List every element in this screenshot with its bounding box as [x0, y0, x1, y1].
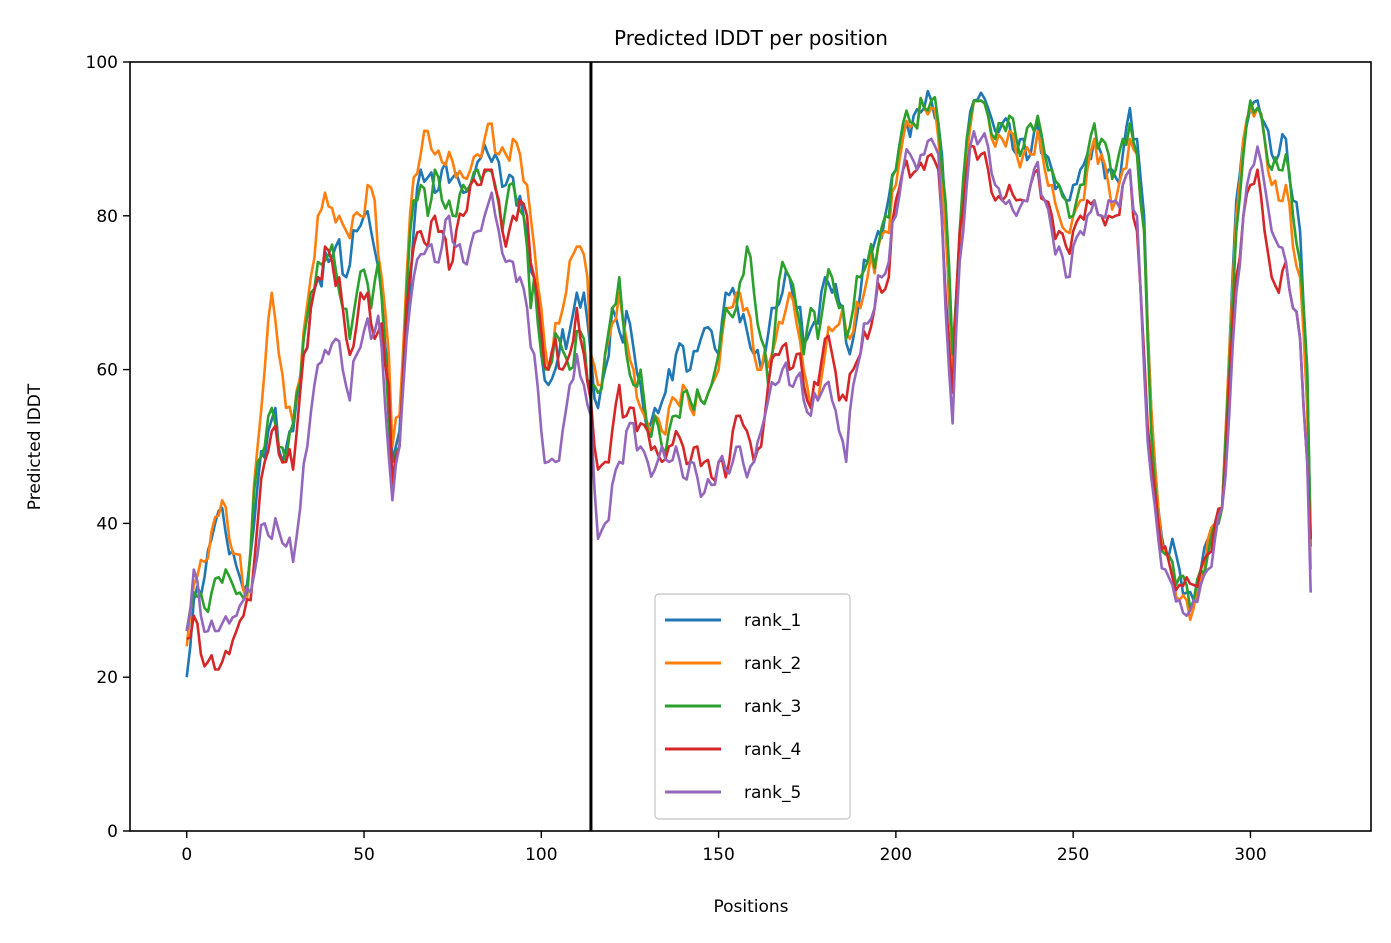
y-tick-label: 60: [96, 361, 118, 381]
x-axis-label: Positions: [713, 897, 788, 917]
y-tick-label: 80: [96, 207, 118, 227]
legend-label-rank-4: rank_4: [744, 740, 801, 760]
y-axis-label: Predicted lDDT: [25, 383, 45, 510]
series-layer: [185, 89, 1312, 678]
series-line-rank-2: [185, 96, 1312, 647]
y-tick-label: 0: [107, 822, 118, 842]
legend: rank_1 rank_2 rank_3 rank_4 rank_5: [654, 593, 851, 820]
x-tick-label: 250: [1057, 845, 1089, 865]
series-line-rank-1: [185, 89, 1312, 678]
series-line-rank-3: [185, 95, 1312, 632]
legend-box: [654, 593, 851, 820]
x-tick-label: 150: [702, 845, 734, 865]
axes-layer: 0 50 100 150 200 250 300 0 20 40 60 80 100: [86, 53, 1372, 865]
x-tick-label: 300: [1234, 845, 1266, 865]
x-tick-label: 100: [525, 845, 557, 865]
legend-label-rank-3: rank_3: [744, 697, 801, 717]
legend-label-rank-1: rank_1: [744, 611, 801, 631]
x-tick-label: 50: [353, 845, 375, 865]
plot-frame: [129, 61, 1372, 832]
x-tick-label: 200: [880, 845, 912, 865]
chart-title: Predicted lDDT per position: [614, 26, 888, 50]
series-line-rank-5: [185, 129, 1312, 634]
y-tick-label: 20: [96, 668, 118, 688]
legend-label-rank-5: rank_5: [744, 783, 801, 803]
x-tick-label: 0: [181, 845, 192, 865]
y-tick-label: 40: [96, 514, 118, 534]
y-tick-label: 100: [86, 53, 118, 73]
legend-label-rank-2: rank_2: [744, 654, 801, 674]
